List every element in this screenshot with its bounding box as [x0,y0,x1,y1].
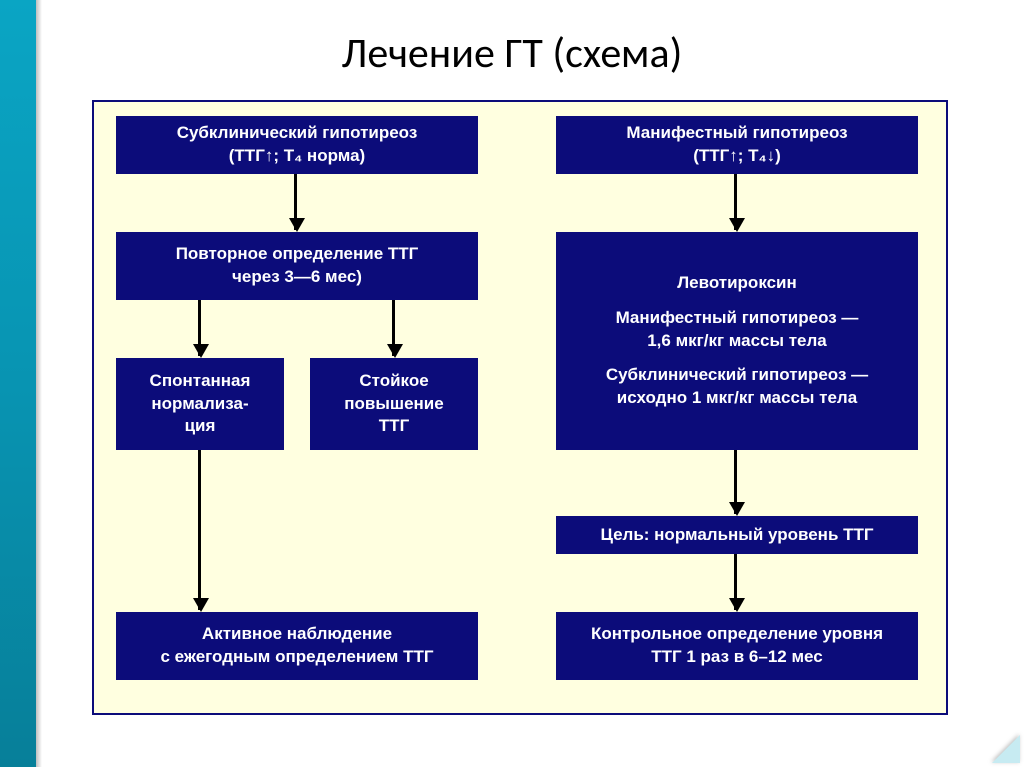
node-text-line: Манифестный гипотиреоз [626,122,847,145]
flow-node-l3a: Спонтаннаянормализа-ция [116,358,284,450]
node-text-line: Повторное определение ТТГ [176,243,419,266]
flow-arrow-5 [734,450,737,514]
slide-sidebar [0,0,36,767]
node-text-line: Субклинический гипотиреоз — [606,364,868,387]
flow-node-l1: Субклинический гипотиреоз(ТТГ↑; Т₄ норма… [116,116,478,174]
node-text-line: Цель: нормальный уровень ТТГ [600,524,873,547]
node-text-line: повышение [344,393,443,416]
node-text-line [736,352,738,363]
node-text-line: исходно 1 мкг/кг массы тела [617,387,857,410]
flow-arrow-1 [734,174,737,230]
flow-arrow-6 [734,554,737,610]
node-text-line: (ТТГ↑; Т₄ норма) [229,145,365,168]
flow-arrow-3 [392,300,395,356]
flow-node-l3b: СтойкоеповышениеТТГ [310,358,478,450]
flow-node-r4: Контрольное определение уровняТТГ 1 раз … [556,612,918,680]
node-text-line: Субклинический гипотиреоз [177,122,418,145]
node-text-line: Контрольное определение уровня [591,623,883,646]
node-text-line [736,295,738,306]
node-text-line: Левотироксин [677,272,797,295]
flow-node-l4: Активное наблюдениес ежегодным определен… [116,612,478,680]
node-text-line: Стойкое [359,370,428,393]
page-corner-fold [992,735,1020,763]
flow-node-l2: Повторное определение ТТГчерез 3—6 мес) [116,232,478,300]
node-text-line: (ТТГ↑; Т₄↓) [693,145,781,168]
node-text-line: Активное наблюдение [202,623,392,646]
node-text-line: ТТГ 1 раз в 6–12 мес [651,646,823,669]
node-text-line: ТТГ [379,415,409,438]
flowchart-canvas: Субклинический гипотиреоз(ТТГ↑; Т₄ норма… [92,100,948,715]
slide-title: Лечение ГТ (схема) [0,28,1024,79]
node-text-line: 1,6 мкг/кг массы тела [647,330,827,353]
sidebar-shadow [36,0,42,767]
flow-arrow-4 [198,450,201,610]
node-text-line: Манифестный гипотиреоз — [616,307,859,330]
node-text-line: с ежегодным определением ТТГ [160,646,433,669]
flow-node-r1: Манифестный гипотиреоз(ТТГ↑; Т₄↓) [556,116,918,174]
node-text-line: через 3—6 мес) [232,266,362,289]
flow-node-r2: Левотироксин Манифестный гипотиреоз —1,6… [556,232,918,450]
flow-arrow-0 [294,174,297,230]
node-text-line: ция [185,415,216,438]
node-text-line: Спонтанная [150,370,251,393]
node-text-line: нормализа- [151,393,248,416]
flow-arrow-2 [198,300,201,356]
flow-node-r3: Цель: нормальный уровень ТТГ [556,516,918,554]
